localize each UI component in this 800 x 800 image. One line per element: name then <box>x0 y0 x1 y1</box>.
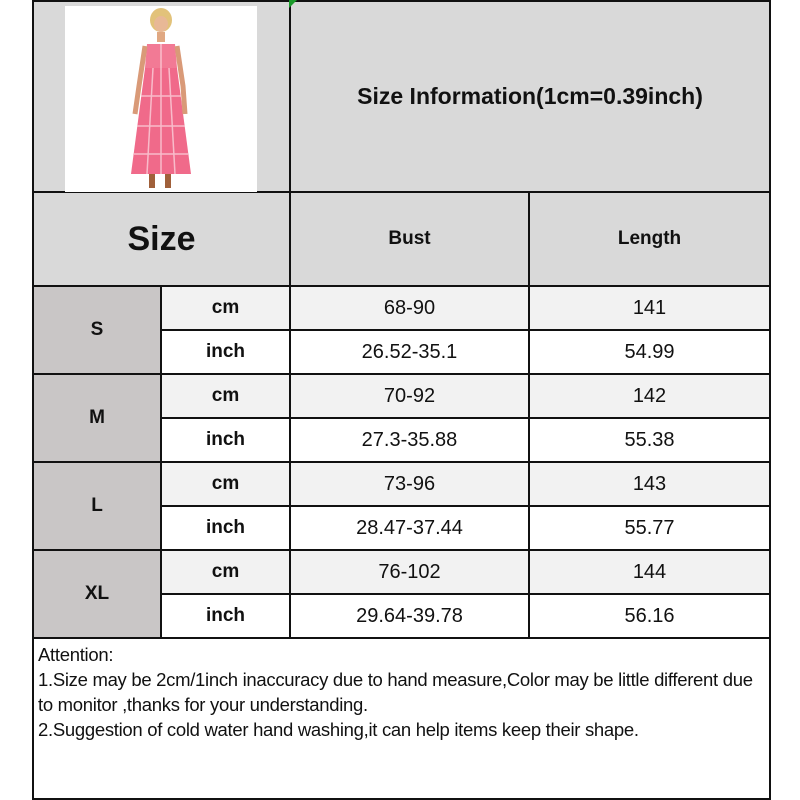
length-value: 144 <box>527 549 772 595</box>
bust-value: 68-90 <box>289 285 530 331</box>
length-value: 142 <box>527 373 772 419</box>
unit-label: cm <box>160 461 291 507</box>
bust-value: 76-102 <box>289 549 530 595</box>
table-row: S cm 68-90 141 <box>32 285 772 375</box>
table-row: inch 29.64-39.78 56.16 <box>33 593 772 639</box>
bust-value: 29.64-39.78 <box>289 593 530 639</box>
attention-note: 2.Suggestion of cold water hand washing,… <box>38 719 639 740</box>
length-value: 54.99 <box>527 329 772 375</box>
length-value: 56.16 <box>527 593 772 639</box>
length-column-header: Length <box>527 191 772 287</box>
table-row: L cm 73-96 143 <box>32 461 772 551</box>
length-value: 55.38 <box>527 417 772 463</box>
table-row: inch 26.52-35.1 54.99 <box>33 329 772 375</box>
unit-label: cm <box>160 373 291 419</box>
unit-label: inch <box>160 505 291 551</box>
length-value: 141 <box>527 285 772 331</box>
table-row: inch 27.3-35.88 55.38 <box>33 417 772 463</box>
size-label: S <box>32 285 162 375</box>
attention-heading: Attention: <box>38 644 114 665</box>
dress-model-image <box>131 8 191 188</box>
table-row: M cm 70-92 142 <box>32 373 772 463</box>
size-label: XL <box>32 549 162 639</box>
attention-notes: Attention: 1.Size may be 2cm/1inch inacc… <box>31 637 772 800</box>
unit-label: inch <box>160 417 291 463</box>
cell-corner-marker <box>289 0 297 8</box>
bust-value: 28.47-37.44 <box>289 505 530 551</box>
size-label: L <box>32 461 162 551</box>
bust-value: 27.3-35.88 <box>289 417 530 463</box>
size-chart-table: Size Information(1cm=0.39inch) Size Bust… <box>31 0 772 800</box>
bust-value: 26.52-35.1 <box>289 329 530 375</box>
size-info-title: Size Information(1cm=0.39inch) <box>288 0 772 193</box>
bust-value: 73-96 <box>289 461 530 507</box>
bust-column-header: Bust <box>289 191 530 287</box>
product-image-cell <box>32 0 291 193</box>
unit-label: inch <box>160 329 291 375</box>
unit-label: cm <box>160 549 291 595</box>
length-value: 143 <box>527 461 772 507</box>
table-row: inch 28.47-37.44 55.77 <box>33 505 772 551</box>
attention-note: 1.Size may be 2cm/1inch inaccuracy due t… <box>38 669 753 715</box>
size-label: M <box>32 373 162 463</box>
bust-value: 70-92 <box>289 373 530 419</box>
product-photo <box>65 6 257 192</box>
length-value: 55.77 <box>527 505 772 551</box>
size-column-header: Size <box>32 191 291 287</box>
unit-label: inch <box>160 593 291 639</box>
unit-label: cm <box>160 285 291 331</box>
table-row: XL cm 76-102 144 <box>32 549 772 639</box>
